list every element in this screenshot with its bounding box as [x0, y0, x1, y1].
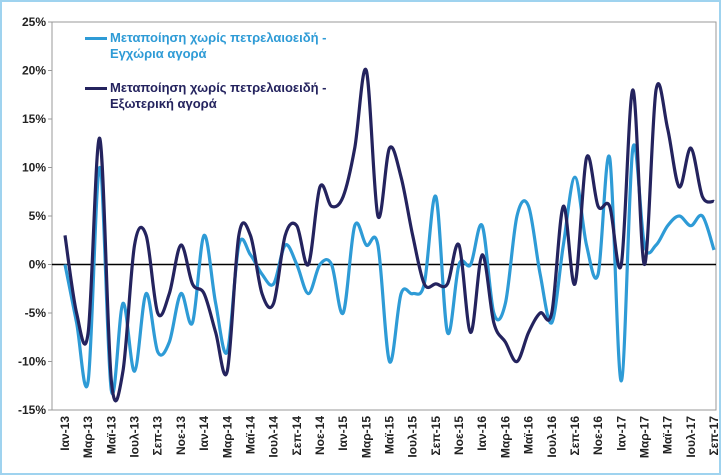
x-tick-label: Μαρ-14	[220, 416, 234, 458]
x-tick-label: Ιαν-15	[336, 416, 350, 451]
legend-swatch	[85, 37, 107, 40]
x-tick-label: Ιουλ-13	[128, 416, 142, 458]
x-tick-label: Νοε-15	[452, 416, 466, 455]
x-tick-label: Σεπ-14	[290, 416, 304, 456]
x-tick-label: Σεπ-16	[568, 416, 582, 456]
x-tick-label: Μαρ-16	[498, 416, 512, 458]
x-tick-label: Ιαν-17	[614, 416, 628, 451]
y-tick-label: -15%	[18, 403, 46, 417]
x-tick-label: Ιουλ-14	[267, 416, 281, 458]
x-tick-label: Μαϊ-15	[383, 416, 397, 454]
x-tick-label: Σεπ-15	[429, 416, 443, 456]
x-tick-label: Μαϊ-16	[522, 416, 536, 454]
x-tick-label: Ιαν-14	[197, 416, 211, 451]
y-tick-label: 5%	[29, 209, 47, 223]
y-tick-label: 15%	[22, 112, 46, 126]
x-tick-label: Ιαν-16	[475, 416, 489, 451]
x-tick-label: Ιουλ-15	[406, 416, 420, 458]
x-tick-label: Ιουλ-17	[684, 416, 698, 458]
x-tick-label: Μαϊ-14	[243, 416, 257, 454]
x-tick-label: Μαρ-15	[359, 416, 373, 458]
series-line	[63, 67, 715, 403]
y-tick-label: -5%	[25, 306, 47, 320]
x-tick-label: Νοε-16	[591, 416, 605, 455]
x-tick-label: Ιουλ-16	[545, 416, 559, 458]
y-tick-label: 25%	[22, 15, 46, 29]
legend-label: Μεταποίηση χωρίς πετρελαιοειδή - Εγχώρια…	[110, 30, 327, 61]
x-tick-label: Νοε-14	[313, 416, 327, 455]
x-tick-label: Σεπ-13	[151, 416, 165, 456]
x-tick-label: Ιαν-13	[58, 416, 72, 451]
legend-swatch	[85, 87, 107, 90]
x-tick-label: Μαρ-13	[81, 416, 95, 458]
y-tick-label: -10%	[18, 355, 46, 369]
y-tick-label: 20%	[22, 64, 46, 78]
x-tick-label: Σεπ-17	[707, 416, 721, 456]
legend-label: Μεταποίηση χωρίς πετρελαιοειδή - Εξωτερι…	[110, 80, 327, 111]
x-tick-label: Μαϊ-17	[661, 416, 675, 454]
x-tick-label: Νοε-13	[174, 416, 188, 455]
x-tick-label: Μαρ-17	[637, 416, 651, 458]
y-tick-label: 0%	[29, 258, 47, 272]
series-line	[63, 143, 716, 396]
y-tick-label: 10%	[22, 161, 46, 175]
x-tick-label: Μαϊ-13	[104, 416, 118, 454]
